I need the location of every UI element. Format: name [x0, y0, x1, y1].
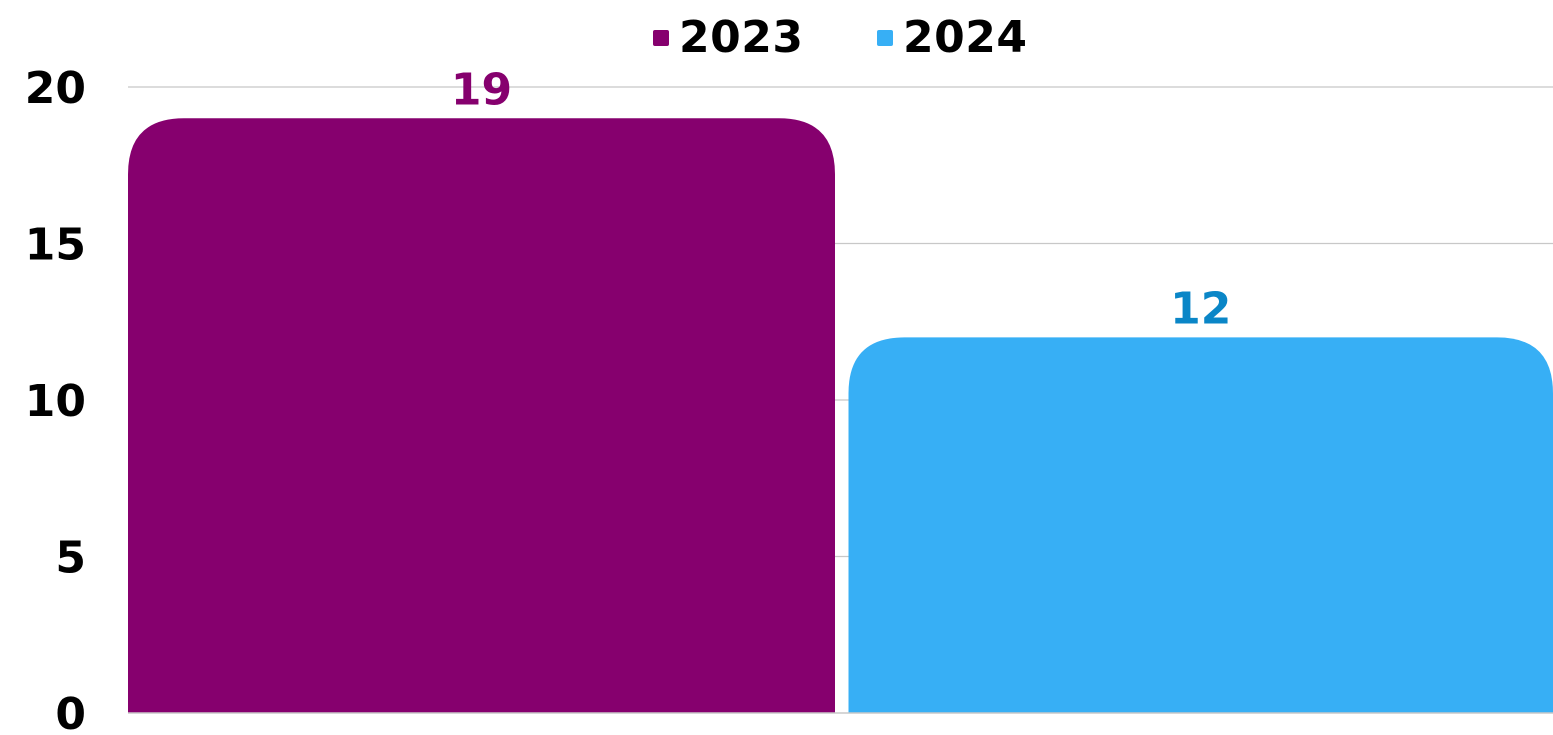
data-label-2024: 12 — [1170, 283, 1231, 334]
legend-label-2023: 2023 — [679, 14, 803, 62]
chart-legend: 2023 2024 — [0, 14, 1553, 64]
legend-label-2024: 2024 — [903, 14, 1027, 62]
legend-swatch-2023 — [653, 30, 669, 46]
y-tick-label-20: 20 — [25, 63, 86, 114]
bar-2024 — [849, 337, 1553, 713]
y-tick-label-15: 15 — [25, 220, 86, 271]
y-tick-label-10: 10 — [25, 376, 86, 427]
bar-2023 — [128, 118, 835, 713]
y-tick-label-5: 5 — [55, 533, 86, 584]
y-tick-label-0: 0 — [55, 689, 86, 731]
legend-item-2024: 2024 — [877, 14, 1027, 62]
legend-item-2023: 2023 — [653, 14, 803, 62]
data-label-2023: 19 — [451, 64, 512, 115]
legend-swatch-2024 — [877, 30, 893, 46]
